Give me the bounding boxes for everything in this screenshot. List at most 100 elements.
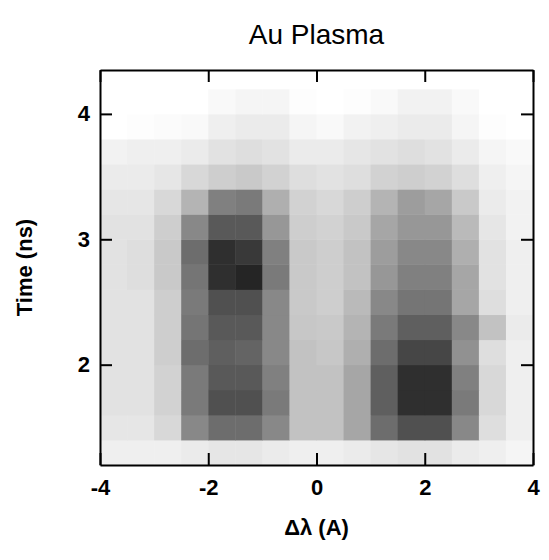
axis-line	[100, 71, 102, 466]
heatmap-cell	[100, 289, 128, 315]
heatmap-cell	[289, 440, 317, 465]
y-axis-right	[521, 71, 534, 466]
heatmap-cell	[452, 70, 480, 89]
heatmap-cell	[127, 415, 155, 441]
heatmap-cell	[154, 440, 182, 465]
heatmap-cell	[100, 390, 128, 416]
heatmap-cell	[262, 114, 290, 140]
x-axis-title: Δλ (A)	[284, 515, 349, 540]
heatmap-cell	[344, 415, 372, 441]
tick	[521, 114, 533, 115]
heatmap-cell	[344, 264, 372, 290]
tick-mark	[208, 453, 210, 465]
heatmap-cell	[127, 139, 155, 165]
heatmap-cell	[235, 415, 263, 441]
heatmap-cell	[479, 390, 507, 416]
heatmap-cell	[371, 189, 399, 215]
heatmap-cell	[208, 365, 236, 391]
heatmap-cell	[127, 114, 155, 140]
tick-mark	[521, 364, 533, 366]
heatmap-cell	[371, 440, 399, 465]
heatmap-cell	[181, 440, 209, 465]
heatmap-cell	[127, 315, 155, 341]
heatmap-cell	[100, 70, 128, 89]
heatmap-cell	[317, 70, 345, 89]
tick: 3	[78, 227, 112, 252]
heatmap-cell	[398, 440, 426, 465]
heatmap-cell	[127, 239, 155, 265]
heatmap-cell	[208, 139, 236, 165]
heatmap-cell	[452, 415, 480, 441]
heatmap-cell	[235, 239, 263, 265]
heatmap-cell	[100, 164, 128, 190]
heatmap-cell	[317, 139, 345, 165]
heatmap-cell	[317, 365, 345, 391]
heatmap-cell	[452, 139, 480, 165]
heatmap-cell	[398, 365, 426, 391]
heatmap-cell	[425, 365, 453, 391]
heatmap-cell	[344, 440, 372, 465]
heatmap-cell	[262, 415, 290, 441]
heatmap-cell	[235, 164, 263, 190]
heatmap-cell	[479, 239, 507, 265]
heatmap-cell	[506, 315, 533, 341]
heatmap-cell	[154, 239, 182, 265]
heatmap-cell	[289, 365, 317, 391]
heatmap-cell	[235, 70, 263, 89]
heatmap-cell	[425, 390, 453, 416]
heatmap-cell	[506, 415, 533, 441]
heatmap-cell	[398, 390, 426, 416]
heatmap-cell	[208, 415, 236, 441]
heatmap-cell	[100, 315, 128, 341]
heatmap-cell	[289, 89, 317, 115]
heatmap-cell	[425, 89, 453, 115]
tick: 4	[78, 101, 112, 126]
heatmap-cell	[344, 164, 372, 190]
heatmap-cell	[100, 114, 128, 140]
x-axis: -4-2024	[91, 453, 541, 500]
heatmap-cell	[181, 114, 209, 140]
heatmap-cell	[208, 390, 236, 416]
tick-mark	[316, 70, 318, 82]
heatmap-cell	[208, 440, 236, 465]
heatmap-cell	[371, 214, 399, 240]
heatmap-cell	[127, 365, 155, 391]
axis-line	[533, 71, 535, 466]
heatmap-cell	[317, 340, 345, 366]
heatmap-cell	[398, 340, 426, 366]
heatmap-cell	[208, 315, 236, 341]
heatmap-cell	[479, 189, 507, 215]
heatmap-cell	[181, 139, 209, 165]
heatmap-cell	[127, 289, 155, 315]
heatmap-cells	[100, 70, 533, 465]
heatmap-cell	[479, 139, 507, 165]
heatmap-cell	[208, 214, 236, 240]
heatmap-cell	[154, 340, 182, 366]
heatmap-cell	[100, 89, 128, 115]
heatmap-cell	[506, 139, 533, 165]
heatmap-cell	[317, 289, 345, 315]
heatmap-cell	[154, 164, 182, 190]
heatmap-cell	[100, 365, 128, 391]
heatmap-cell	[154, 139, 182, 165]
heatmap-cell	[289, 289, 317, 315]
tick: -2	[199, 453, 219, 500]
heatmap-cell	[425, 415, 453, 441]
heatmap-cell	[371, 289, 399, 315]
heatmap-cell	[208, 264, 236, 290]
heatmap-cell	[289, 390, 317, 416]
heatmap-cell	[127, 264, 155, 290]
heatmap-cell	[208, 340, 236, 366]
heatmap-cell	[506, 89, 533, 115]
tick	[521, 365, 533, 366]
heatmap-cell	[371, 390, 399, 416]
heatmap-cell	[425, 189, 453, 215]
heatmap-cell	[371, 239, 399, 265]
heatmap-cell	[398, 89, 426, 115]
heatmap-cell	[425, 164, 453, 190]
heatmap-cell	[208, 89, 236, 115]
heatmap-cell	[317, 214, 345, 240]
heatmap-cell	[317, 264, 345, 290]
heatmap-cell	[344, 239, 372, 265]
heatmap-cell	[344, 114, 372, 140]
